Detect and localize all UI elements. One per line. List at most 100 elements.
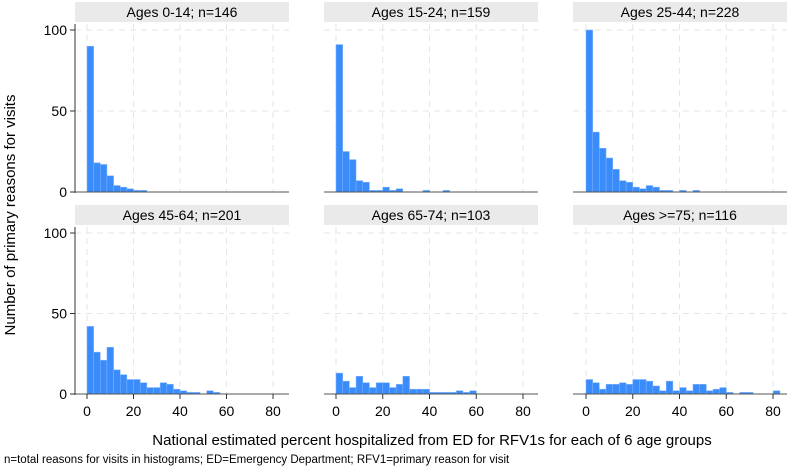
histogram-bar [355, 376, 363, 395]
histogram-bar [592, 131, 600, 193]
x-tick-label: 20 [375, 403, 391, 419]
histogram-bar [585, 379, 593, 395]
histogram-bar [335, 44, 343, 193]
histogram-bar [679, 387, 687, 395]
panel-3: Ages 45-64; n=201 0 50 100 0 20 40 60 80 [44, 205, 289, 419]
histogram-bar [126, 379, 134, 395]
histogram-bar [93, 351, 101, 395]
histogram-bar [153, 387, 161, 395]
histogram-bar [369, 387, 377, 395]
histogram-bar [612, 169, 620, 193]
histogram-bar [106, 347, 114, 395]
histogram-bar [342, 380, 350, 395]
histogram-bar [645, 380, 654, 395]
histogram-bar [619, 180, 627, 193]
histogram-bar [585, 29, 593, 193]
panel-strip [75, 205, 289, 225]
y-tick-label: 0 [59, 184, 67, 200]
x-tick-label: 40 [672, 403, 688, 419]
x-tick-label: 60 [468, 403, 484, 419]
y-tick-label: 100 [44, 22, 68, 38]
panel-strip [324, 205, 538, 225]
histogram-bar [639, 379, 647, 395]
histogram-bar [619, 382, 627, 395]
histogram-bar [605, 157, 613, 193]
x-axis-label: National estimated percent hospitalized … [152, 432, 711, 449]
histogram-bar [422, 388, 430, 395]
histogram-bar [166, 384, 174, 395]
histogram-bar [719, 387, 727, 395]
x-tick-label: 20 [126, 403, 142, 419]
panel-strip [75, 2, 289, 22]
histogram-bar [100, 164, 108, 193]
histogram-bar [612, 384, 620, 395]
histogram-bar [100, 359, 108, 395]
histogram-bar [605, 384, 613, 395]
histogram-bar [382, 186, 390, 193]
histogram-bar [625, 384, 634, 395]
histogram-bar [395, 384, 404, 395]
footnote: n=total reasons for visits in histograms… [4, 454, 510, 466]
x-tick-label: 0 [83, 403, 91, 419]
histogram-bar [402, 376, 410, 395]
panel-0: Ages 0-14; n=146 0 50 100 [44, 2, 289, 200]
histogram-bar [362, 382, 370, 395]
histogram-bar [632, 186, 640, 193]
x-tick-label: 40 [422, 403, 438, 419]
histogram-bar [692, 384, 700, 395]
x-tick-label: 40 [172, 403, 188, 419]
histogram-bar [86, 326, 94, 395]
histogram-bar [113, 369, 121, 395]
histogram-bar [119, 186, 128, 193]
panel-title: Ages 15-24; n=159 [372, 4, 491, 20]
x-tick-label: 80 [765, 403, 781, 419]
y-tick-label: 0 [59, 386, 67, 402]
x-tick-label: 80 [515, 403, 531, 419]
histogram-bar [106, 175, 114, 193]
panel-strip [573, 2, 787, 22]
histogram-bar [665, 380, 674, 395]
panel-strip [324, 2, 538, 22]
histogram-bar [652, 385, 660, 395]
panel-5: Ages >=75; n=116 0 20 40 60 80 [573, 205, 787, 419]
histogram-bar [119, 374, 128, 395]
panel-title: Ages 0-14; n=146 [127, 4, 238, 20]
histogram-bar [349, 387, 357, 395]
x-tick-label: 60 [219, 403, 235, 419]
histogram-bar [362, 182, 370, 193]
histogram-bar [355, 180, 363, 193]
panel-2: Ages 25-44; n=228 [573, 2, 787, 193]
x-tick-label: 60 [718, 403, 734, 419]
histogram-bar [349, 159, 357, 193]
panel-title: Ages 45-64; n=201 [123, 207, 242, 223]
x-tick-label: 20 [625, 403, 641, 419]
histogram-bar [382, 382, 390, 395]
histogram-bar [599, 388, 607, 395]
histogram-bar [342, 151, 350, 193]
histogram-bar [699, 384, 707, 395]
x-tick-label: 0 [332, 403, 340, 419]
histogram-bar [599, 148, 607, 193]
histogram-bar [146, 387, 154, 395]
histogram-bar [592, 382, 600, 395]
panel-title: Ages >=75; n=116 [623, 207, 737, 223]
histogram-bar [415, 388, 424, 395]
histogram-bar [139, 382, 148, 395]
histogram-bar [645, 185, 654, 193]
histogram-bar [625, 182, 634, 193]
panel-title: Ages 25-44; n=228 [621, 4, 740, 20]
y-tick-label: 50 [51, 306, 67, 322]
histogram-bar [409, 388, 417, 395]
histogram-bar [133, 379, 141, 395]
histogram-bar [93, 162, 101, 193]
histogram-bar [389, 387, 397, 395]
panel-strip [573, 205, 787, 225]
x-tick-label: 0 [582, 403, 590, 419]
histogram-bar [652, 186, 660, 193]
y-tick-label: 100 [44, 225, 68, 241]
panel-1: Ages 15-24; n=159 [324, 2, 538, 193]
histogram-bar [159, 382, 168, 395]
y-tick-label: 50 [51, 103, 67, 119]
histogram-bar [712, 388, 720, 395]
